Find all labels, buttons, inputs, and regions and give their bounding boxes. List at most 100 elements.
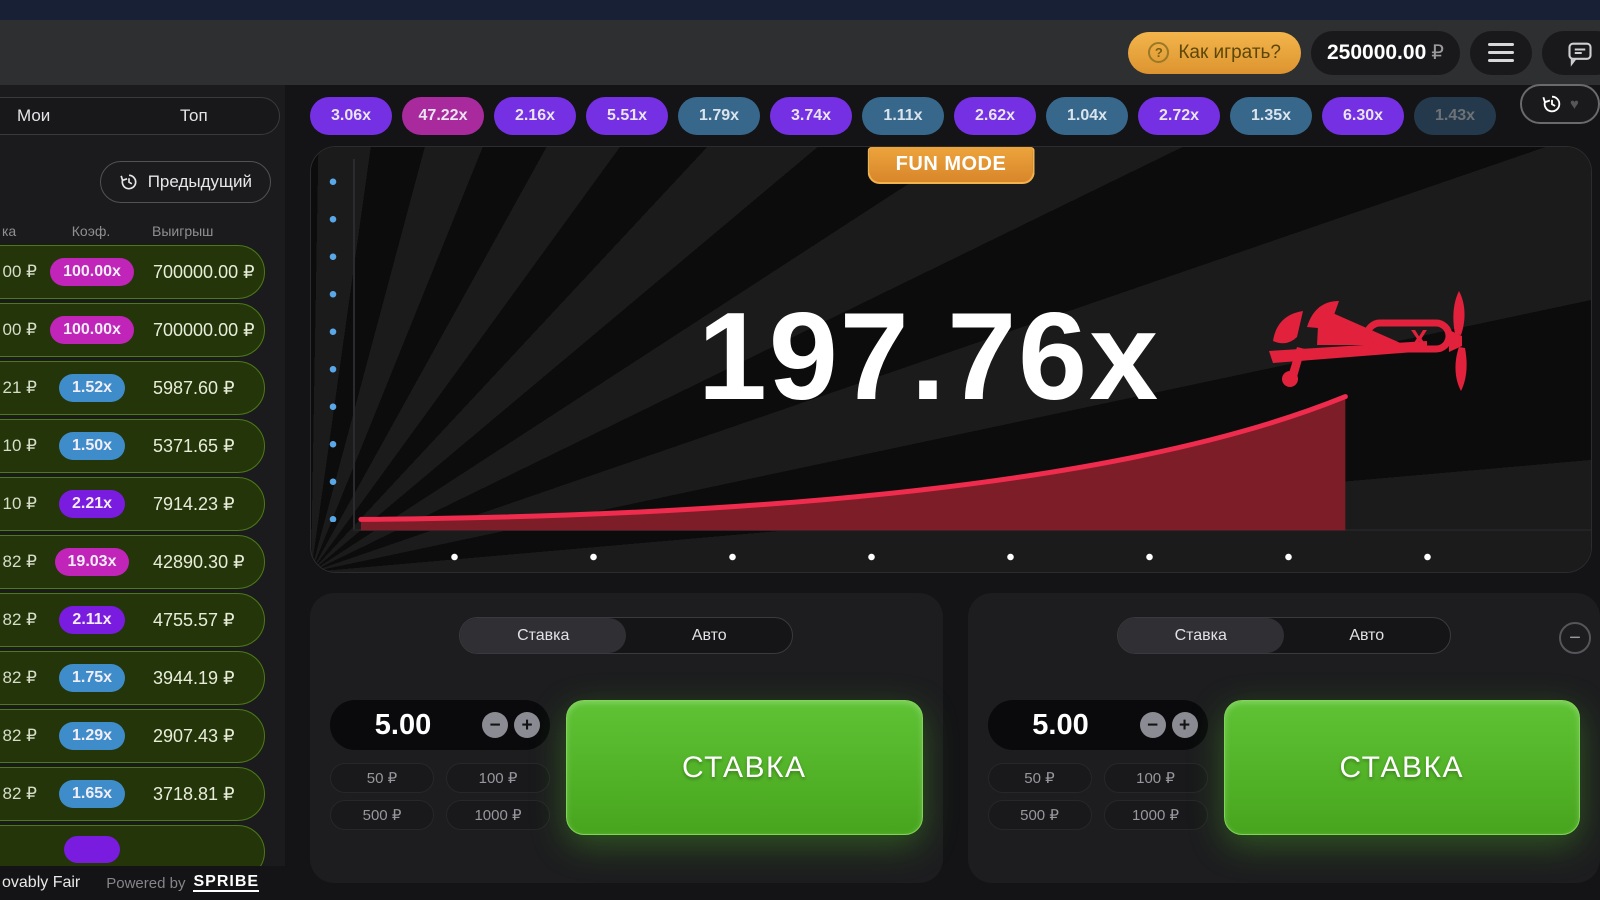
bet-win: 3718.81 ₽ — [153, 783, 235, 804]
current-multiplier: 197.76x — [697, 288, 1161, 426]
quick-amount-button[interactable]: 500 ₽ — [987, 800, 1092, 830]
bet-amount-value: 5.00 — [374, 708, 432, 741]
bet-row: 82 ₽ 1.65x 3718.81 ₽ — [0, 767, 265, 821]
history-multiplier-pill: 2.72x — [1138, 97, 1220, 135]
quick-amount-button[interactable]: 1000 ₽ — [446, 800, 550, 830]
history-multiplier-pill: 6.30x — [1322, 97, 1404, 135]
place-bet-button[interactable]: СТАВКА — [566, 700, 923, 835]
how-to-play-button[interactable]: ? Как играть? — [1128, 31, 1301, 74]
increase-amount-button[interactable]: + — [514, 712, 540, 738]
bet-row — [0, 825, 265, 866]
how-to-play-label: Как играть? — [1178, 41, 1281, 63]
x-axis-dots — [385, 553, 1531, 561]
history-multiplier-pill: 47.22x — [402, 97, 484, 135]
browser-top-strip — [0, 0, 1600, 20]
history-multiplier-pill: 1.79x — [678, 97, 760, 135]
remove-panel-button[interactable]: − — [1559, 622, 1591, 654]
powered-by-label: Powered by — [106, 874, 186, 892]
tab-bet[interactable]: Ставка — [1117, 618, 1284, 653]
balance-display: 250000.00 ₽ — [1310, 30, 1460, 75]
bets-column-headers: ка Коэф. Выигрыш — [0, 223, 265, 239]
bet-win: 42890.30 ₽ — [153, 551, 245, 572]
increase-amount-button[interactable]: + — [1171, 712, 1198, 738]
history-multiplier-pill: 3.06x — [310, 97, 392, 135]
bet-win: 7914.23 ₽ — [153, 493, 235, 514]
place-bet-button[interactable]: СТАВКА — [1223, 700, 1580, 835]
bet-win: 2907.43 ₽ — [153, 725, 235, 746]
quick-amount-button[interactable]: 50 ₽ — [330, 763, 434, 793]
bet-coef-pill: 2.11x — [59, 606, 125, 634]
bet-win: 4755.57 ₽ — [153, 609, 235, 630]
quick-amounts: 50 ₽ 100 ₽ 500 ₽ 1000 ₽ — [330, 763, 550, 830]
bet-win: 700000.00 ₽ — [153, 319, 255, 340]
decrease-amount-button[interactable]: − — [482, 712, 508, 738]
bet-stake: 82 ₽ — [2, 668, 37, 687]
aviator-plane-icon: X — [1269, 291, 1467, 391]
multiplier-curve — [358, 394, 1348, 531]
history-clock-icon — [1542, 95, 1561, 113]
bet-stake: 82 ₽ — [2, 552, 37, 571]
bet-amount-input[interactable]: 5.00 − + — [330, 700, 550, 750]
bet-coef-pill: 1.50x — [58, 432, 126, 460]
bet-stake: 82 ₽ — [2, 784, 37, 803]
tab-auto[interactable]: Авто — [1284, 618, 1450, 653]
bet-row: 00 ₽ 100.00x 700000.00 ₽ — [0, 245, 265, 299]
heart-icon: ♥ — [1570, 95, 1579, 113]
bet-stake: 00 ₽ — [2, 262, 37, 281]
bet-stake: 10 ₽ — [2, 436, 37, 455]
bet-coef-pill — [64, 836, 120, 863]
bet-win: 3944.19 ₽ — [153, 667, 235, 688]
decrease-amount-button[interactable]: − — [1139, 712, 1166, 738]
tab-auto[interactable]: Авто — [626, 618, 792, 653]
previous-round-button[interactable]: Предыдущий — [99, 161, 271, 203]
bet-mode-tabs: Ставка Авто — [459, 617, 794, 654]
history-multiplier-pill: 2.16x — [494, 97, 576, 135]
bet-stake: 10 ₽ — [2, 494, 37, 513]
history-pills: 3.06x 47.22x 2.16x 5.51x 1.79x 3.74x 1.11x 2.62… — [310, 97, 1592, 135]
chat-button[interactable] — [1542, 30, 1600, 75]
bet-win: 5987.60 ₽ — [153, 377, 235, 398]
chat-bubble-icon — [1568, 42, 1592, 67]
quick-amount-button[interactable]: 1000 ₽ — [1103, 800, 1208, 830]
quick-amounts: 50 ₽ 100 ₽ 500 ₽ 1000 ₽ — [987, 763, 1208, 830]
balance-currency: ₽ — [1431, 42, 1444, 64]
bet-stake: 00 ₽ — [2, 320, 37, 339]
quick-amount-button[interactable]: 100 ₽ — [446, 763, 550, 793]
history-multiplier-pill: 1.04x — [1046, 97, 1128, 135]
bet-win: 5371.65 ₽ — [153, 435, 235, 456]
app-header: ? Как играть? 250000.00 ₽ — [0, 20, 1600, 85]
bet-coef-pill: 1.52x — [58, 374, 126, 402]
bet-row: 82 ₽ 19.03x 42890.30 ₽ — [0, 535, 265, 589]
bet-row: 21 ₽ 1.52x 5987.60 ₽ — [0, 361, 265, 415]
bet-amount-input[interactable]: 5.00 − + — [987, 700, 1208, 750]
balance-value: 250000.00 — [1326, 40, 1427, 64]
history-multiplier-pill: 5.51x — [586, 97, 668, 135]
bet-row: 00 ₽ 100.00x 700000.00 ₽ — [0, 303, 265, 357]
quick-amount-button[interactable]: 500 ₽ — [330, 800, 434, 830]
previous-round-label: Предыдущий — [147, 172, 252, 191]
bet-win: 700000.00 ₽ — [153, 261, 255, 282]
round-history-button[interactable]: ♥ — [1520, 84, 1600, 124]
bet-row: 82 ₽ 1.75x 3944.19 ₽ — [0, 651, 265, 705]
history-multiplier-pill: 2.62x — [954, 97, 1036, 135]
hamburger-menu-button[interactable] — [1470, 30, 1532, 75]
bet-coef-pill: 19.03x — [54, 548, 130, 576]
quick-amount-button[interactable]: 50 ₽ — [987, 763, 1092, 793]
tab-bet[interactable]: Ставка — [460, 618, 627, 653]
tab-top-bets[interactable]: Топ — [180, 106, 208, 125]
game-main: 3.06x 47.22x 2.16x 5.51x 1.79x 3.74x 1.11x 2.62… — [285, 84, 1600, 900]
column-coef: Коэф. — [71, 223, 111, 239]
column-stake: ка — [2, 223, 17, 239]
quick-amount-button[interactable]: 100 ₽ — [1103, 763, 1208, 793]
bet-stake: 82 ₽ — [2, 726, 37, 745]
bets-tab-bar: Мои Топ — [0, 97, 280, 135]
bet-row: 82 ₽ 2.11x 4755.57 ₽ — [0, 593, 265, 647]
spribe-logo: SPRIBE — [193, 873, 260, 893]
provably-fair-label: ovably Fair — [2, 874, 81, 891]
svg-text:X: X — [1410, 324, 1428, 354]
bet-coef-pill: 1.65x — [58, 780, 126, 808]
bets-list: 00 ₽ 100.00x 700000.00 ₽ 00 ₽ 100.00x 700000.… — [0, 245, 285, 866]
bet-panel-1: Ставка Авто 5.00 − + 50 ₽ 100 ₽ 500 ₽ 1000 … — [310, 593, 943, 883]
fun-mode-badge: FUN MODE — [867, 147, 1035, 184]
tab-my-bets[interactable]: Мои — [17, 106, 51, 125]
